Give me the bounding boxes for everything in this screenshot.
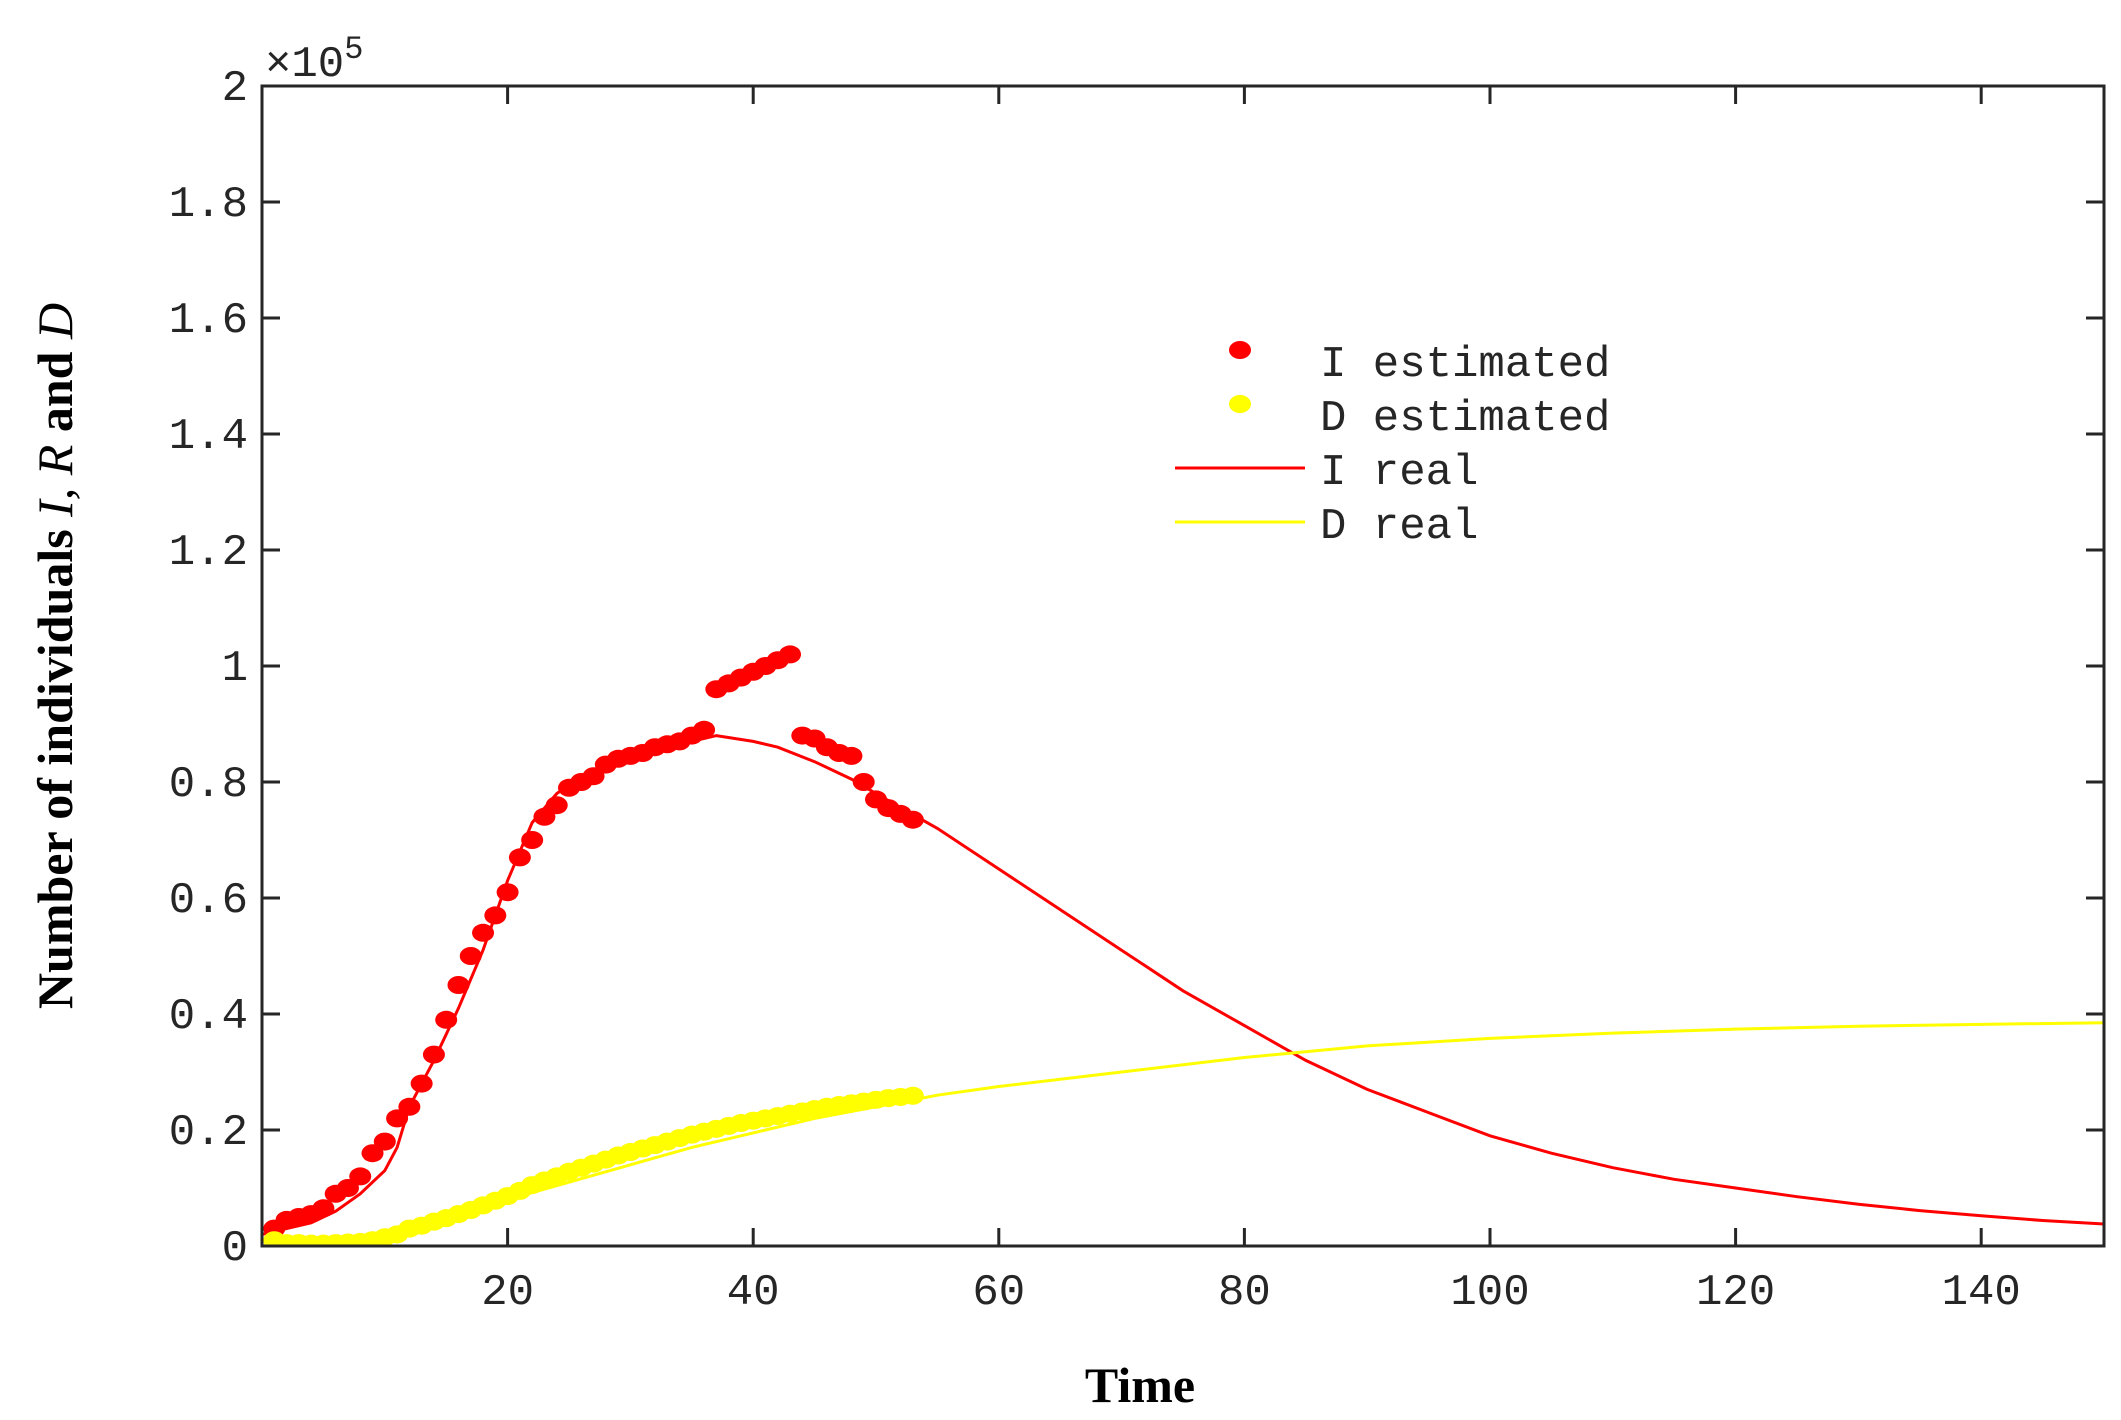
data-point-i-estimated (312, 1199, 335, 1218)
y-tick-label: 0.6 (169, 876, 248, 926)
y-tick-label: 0.8 (169, 760, 248, 810)
data-point-i-estimated (361, 1144, 384, 1163)
data-point-i-estimated (349, 1167, 372, 1186)
data-point-i-estimated (582, 767, 605, 786)
data-point-i-estimated (435, 1010, 458, 1029)
y-axis-title-var-i: I (27, 498, 83, 518)
x-tick-label: 80 (1218, 1268, 1271, 1318)
data-point-i-estimated (472, 923, 495, 942)
data-point-d-estimated (901, 1086, 924, 1105)
x-axis-title: Time (1085, 1357, 1195, 1413)
data-point-i-estimated (852, 773, 875, 791)
data-point-i-estimated (533, 807, 556, 826)
y-axis-title-and: and (27, 339, 83, 445)
y-tick-label: 0 (222, 1224, 248, 1274)
legend-marker (1229, 341, 1251, 359)
y-multiplier: ×105 (265, 31, 363, 90)
data-point-i-estimated (422, 1045, 445, 1064)
series-i-estimated (263, 645, 924, 1238)
legend-label: D real (1320, 502, 1478, 552)
data-point-i-estimated (779, 645, 802, 664)
data-point-i-estimated (373, 1132, 396, 1151)
plot-area (262, 645, 2104, 1246)
y-axis: 0 0.2 0.4 0.6 0.8 1 1.2 1.4 1.6 1.8 2 (169, 64, 2104, 1274)
x-tick-label: 100 (1450, 1268, 1529, 1318)
legend-item-d-real: D real (1175, 502, 1478, 552)
y-multiplier-base: ×10 (265, 40, 344, 90)
y-multiplier-exponent: 5 (344, 31, 363, 68)
data-point-i-estimated (459, 947, 482, 965)
y-axis-title-sep: , (27, 475, 83, 500)
data-point-i-estimated (336, 1179, 359, 1197)
y-axis-title-var-r: R (27, 445, 83, 477)
data-point-i-estimated (496, 883, 519, 902)
data-point-i-estimated (484, 906, 507, 925)
data-point-i-estimated (508, 848, 531, 867)
y-tick-label: 1.2 (169, 528, 248, 578)
series-d-estimated (263, 1086, 924, 1246)
legend-item-d-estimated: D estimated (1229, 394, 1610, 444)
legend-label: D estimated (1320, 394, 1610, 444)
legend-label: I estimated (1320, 340, 1610, 390)
legend-label: I real (1320, 448, 1478, 498)
y-tick-label: 0.4 (169, 992, 248, 1042)
y-tick-label: 1.8 (169, 180, 248, 230)
data-point-i-estimated (410, 1074, 433, 1093)
x-tick-label: 40 (727, 1268, 780, 1318)
y-axis-title-prefix: Number of individuals (27, 517, 83, 1009)
x-tick-label: 20 (481, 1268, 534, 1318)
y-tick-label: 1.6 (169, 296, 248, 346)
data-point-i-estimated (398, 1097, 421, 1116)
legend-item-i-estimated: I estimated (1229, 340, 1610, 390)
data-point-i-estimated (545, 796, 568, 815)
x-tick-label: 120 (1696, 1268, 1775, 1318)
x-tick-label: 140 (1942, 1268, 2021, 1318)
data-point-i-estimated (693, 720, 716, 739)
data-point-i-estimated (901, 810, 924, 829)
data-point-i-estimated (521, 831, 544, 849)
y-tick-label: 1.4 (169, 412, 248, 462)
data-point-i-estimated (840, 746, 863, 765)
x-axis: 20 40 60 80 100 120 140 (481, 86, 2021, 1318)
x-tick-label: 60 (972, 1268, 1025, 1318)
y-axis-title-var-d: D (27, 303, 83, 340)
data-point-i-estimated (447, 976, 470, 994)
y-tick-label: 2 (222, 64, 248, 114)
data-point-i-estimated (386, 1109, 409, 1128)
y-tick-label: 1 (222, 644, 248, 694)
y-axis-title: Number of individuals I, R and D (27, 303, 83, 1009)
legend-marker (1229, 395, 1251, 413)
y-tick-label: 0.2 (169, 1108, 248, 1158)
legend-item-i-real: I real (1175, 448, 1478, 498)
